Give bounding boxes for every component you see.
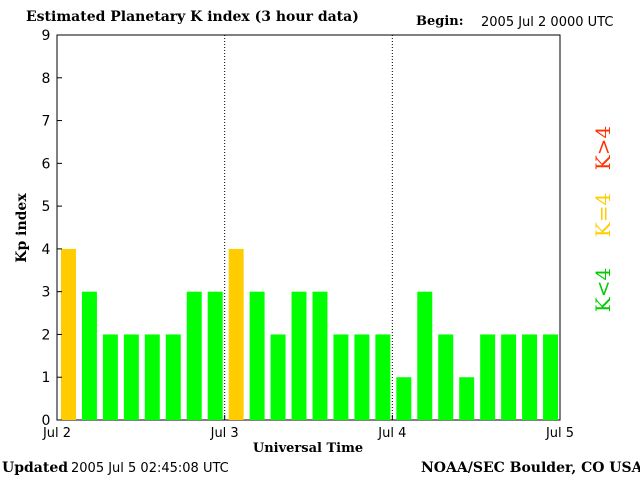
kp-bar — [333, 334, 349, 420]
kp-bar — [354, 334, 370, 420]
kp-bar — [61, 248, 76, 420]
x-tick-label: Jul 4 — [377, 426, 406, 441]
chart-title: Estimated Planetary K index (3 hour data… — [26, 9, 359, 25]
y-tick-label: 1 — [42, 370, 51, 386]
x-tick-label: Jul 5 — [545, 426, 574, 441]
kp-bar — [207, 291, 223, 420]
begin-label: Begin: — [416, 14, 464, 29]
kp-bar — [312, 291, 328, 420]
kp-bar — [81, 291, 97, 420]
kp-bar — [144, 334, 160, 420]
y-tick-label: 2 — [42, 327, 51, 343]
kp-bar — [123, 334, 139, 420]
y-tick-label: 7 — [42, 114, 51, 130]
y-tick-label: 0 — [42, 413, 51, 429]
updated-value: 2005 Jul 5 02:45:08 UTC — [71, 461, 229, 476]
kp-bar — [522, 334, 538, 420]
y-tick-label: 3 — [42, 285, 51, 301]
x-tick-label: Jul 2 — [42, 426, 71, 441]
kp-bar — [228, 248, 244, 420]
y-axis-label: Kp index — [14, 193, 30, 263]
kp-bar — [480, 334, 496, 420]
kp-bar — [438, 334, 454, 420]
kp-bar — [249, 291, 265, 420]
kp-bar — [417, 291, 433, 420]
x-axis-label: Universal Time — [252, 441, 364, 456]
kp-bar — [375, 334, 391, 420]
kp-bar — [270, 334, 286, 420]
x-tick-label: Jul 3 — [210, 426, 239, 441]
kp-bar — [186, 291, 202, 420]
y-tick-label: 4 — [42, 242, 51, 258]
kp-bar — [396, 377, 412, 420]
kp-bar — [501, 334, 517, 420]
y-tick-label: 8 — [42, 71, 51, 87]
kp-bar — [102, 334, 118, 420]
plot-frame — [56, 34, 561, 421]
kp-bar — [165, 334, 181, 420]
kp-bar — [291, 291, 307, 420]
credit-label: NOAA/SEC Boulder, CO USA — [421, 460, 640, 476]
kp-bar — [543, 334, 558, 420]
legend-k-greater-4: K>4 — [591, 125, 615, 171]
kp-bar — [459, 377, 475, 420]
y-tick-label: 6 — [42, 156, 51, 172]
y-tick-label: 9 — [42, 28, 51, 44]
updated-label: Updated — [2, 460, 69, 476]
legend-k-less-4: K<4 — [591, 267, 615, 313]
begin-value: 2005 Jul 2 0000 UTC — [481, 15, 614, 30]
legend-k-equal-4: K=4 — [591, 192, 615, 238]
y-tick-label: 5 — [42, 199, 51, 215]
